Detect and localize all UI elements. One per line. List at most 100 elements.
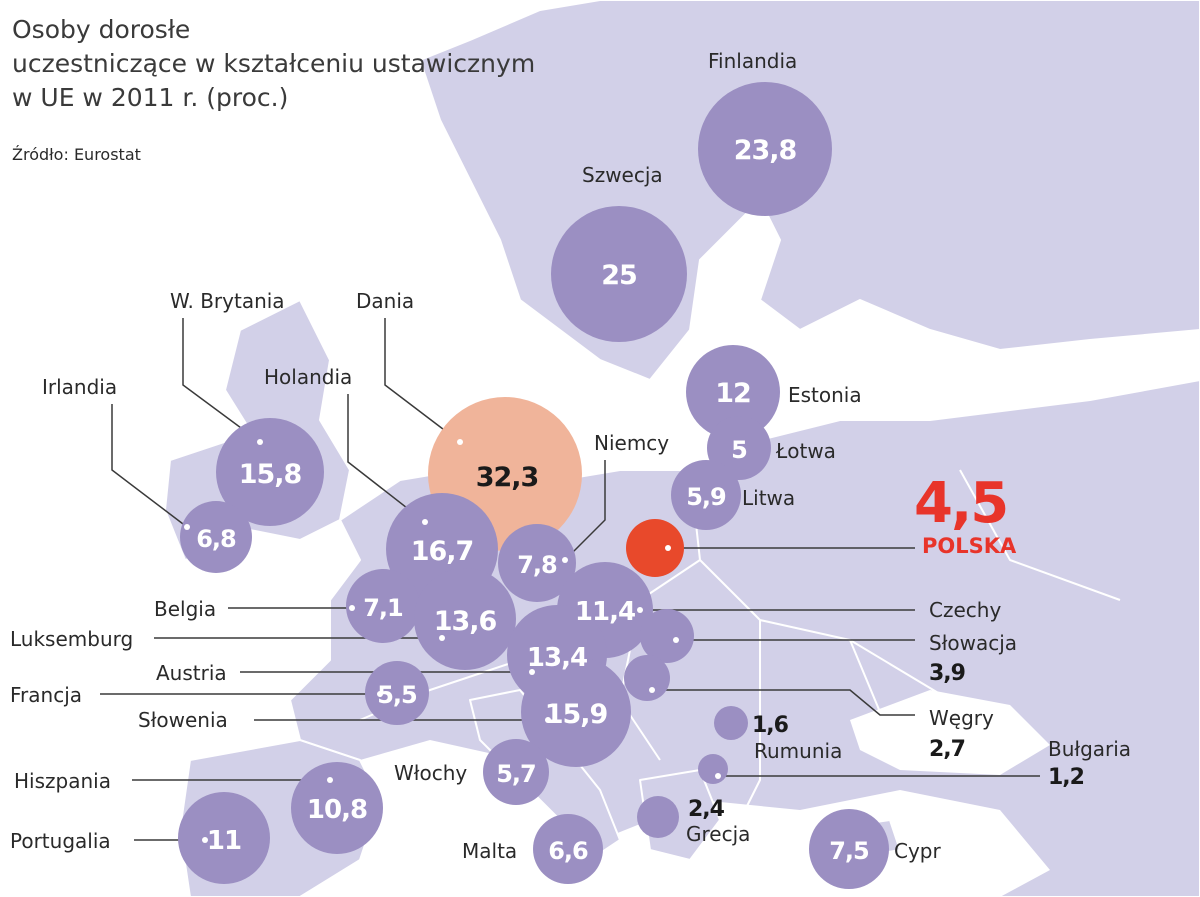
dot-polska xyxy=(665,545,671,551)
value-w-brytania: 15,8 xyxy=(239,459,302,490)
value-dania: 32,3 xyxy=(476,462,539,493)
value-cypr: 7,5 xyxy=(829,837,869,865)
label-estonia: Estonia xyxy=(788,383,862,407)
bubble-slowenia xyxy=(521,657,631,767)
dot-holandia xyxy=(422,519,428,525)
value-niemcy: 7,8 xyxy=(517,551,557,579)
dot-francja xyxy=(377,691,383,697)
leader-line-dania xyxy=(384,318,461,443)
label-austria: Austria xyxy=(156,661,227,685)
poland-label: POLSKA xyxy=(922,534,1017,558)
bubble-finlandia xyxy=(698,82,832,216)
value-estonia: 12 xyxy=(715,378,751,409)
value-slowenia: 15,9 xyxy=(545,699,608,730)
value-luksemburg: 13,6 xyxy=(434,606,497,637)
label-luksemburg: Luksemburg xyxy=(10,627,133,651)
bubble-malta xyxy=(533,814,603,884)
dot-czechy xyxy=(637,607,643,613)
value-wegry: 2,7 xyxy=(929,737,965,762)
leader-dots xyxy=(184,439,721,843)
poland-value: 4,5 xyxy=(914,471,1007,536)
label-irlandia: Irlandia xyxy=(42,375,117,399)
label-holandia: Holandia xyxy=(264,365,352,389)
label-hiszpania: Hiszpania xyxy=(14,769,111,793)
label-lotwa: Łotwa xyxy=(775,439,836,463)
bubble-polska xyxy=(626,519,684,577)
value-portugalia: 11 xyxy=(207,826,241,856)
dot-w-brytania xyxy=(257,439,263,445)
value-grecja: 2,4 xyxy=(688,797,725,822)
label-slowacja: Słowacja xyxy=(929,631,1017,655)
value-irlandia: 6,8 xyxy=(196,525,236,553)
bubble-cypr xyxy=(809,809,889,889)
value-belgia: 7,1 xyxy=(363,594,403,622)
dot-portugalia xyxy=(202,837,208,843)
source-label: Źródło: Eurostat xyxy=(12,145,141,164)
label-szwecja: Szwecja xyxy=(582,163,663,187)
country-labels: Finlandia Szwecja Dania W. Brytania Irla… xyxy=(10,49,1131,863)
dot-bulgaria xyxy=(715,773,721,779)
bubble-luksemburg xyxy=(414,568,516,670)
dot-austria xyxy=(529,669,535,675)
bubble-grecja xyxy=(637,796,679,838)
leader-line-irlandia xyxy=(111,404,188,528)
bubble-niemcy xyxy=(498,524,576,602)
bubble-w-brytania xyxy=(216,418,324,526)
dot-irlandia xyxy=(184,524,190,530)
value-bulgaria: 1,2 xyxy=(1048,765,1084,790)
label-w-brytania: W. Brytania xyxy=(170,289,285,313)
outside-values: 3,9 2,7 1,6 1,2 2,4 xyxy=(688,661,1085,822)
label-rumunia: Rumunia xyxy=(754,739,842,763)
bubbles-layer xyxy=(178,82,889,889)
label-wegry: Węgry xyxy=(929,706,994,730)
black-sea-shape xyxy=(850,690,1050,775)
label-bulgaria: Bułgaria xyxy=(1048,737,1131,761)
bubble-litwa xyxy=(671,460,741,530)
label-czechy: Czechy xyxy=(929,598,1001,622)
label-wlochy: Włochy xyxy=(394,761,467,785)
dot-slowacja xyxy=(673,637,679,643)
leader-line-niemcy xyxy=(564,460,606,561)
value-szwecja: 25 xyxy=(601,260,637,291)
label-niemcy: Niemcy xyxy=(594,431,669,455)
bubble-rumunia xyxy=(714,706,748,740)
dot-belgia xyxy=(349,605,355,611)
value-finlandia: 23,8 xyxy=(734,135,797,166)
land-layer xyxy=(164,0,1200,897)
label-francja: Francja xyxy=(10,683,82,707)
value-rumunia: 1,6 xyxy=(752,713,789,738)
leader-line-w-brytania xyxy=(182,318,261,443)
value-slowacja: 3,9 xyxy=(929,661,965,686)
dot-hiszpania xyxy=(327,777,333,783)
label-malta: Malta xyxy=(462,839,517,863)
label-portugalia: Portugalia xyxy=(10,829,111,853)
leader-lines xyxy=(100,318,1040,841)
bubble-irlandia xyxy=(180,501,252,573)
title-line-1: Osoby dorosłe xyxy=(12,15,190,44)
label-cypr: Cypr xyxy=(894,839,941,863)
bubble-lotwa xyxy=(707,416,771,480)
value-hiszpania: 10,8 xyxy=(307,795,367,825)
dot-niemcy xyxy=(562,557,568,563)
label-slowenia: Słowenia xyxy=(138,708,228,732)
dot-luksemburg xyxy=(439,635,445,641)
bubble-slowacja xyxy=(640,609,694,663)
label-grecja: Grecja xyxy=(686,822,750,846)
bubble-bulgaria xyxy=(698,754,728,784)
value-austria: 13,4 xyxy=(527,643,587,673)
value-litwa: 5,9 xyxy=(686,483,726,511)
value-malta: 6,6 xyxy=(548,837,588,865)
dot-dania xyxy=(457,439,463,445)
leader-line-holandia xyxy=(347,394,426,523)
value-lotwa: 5 xyxy=(731,436,747,464)
label-finlandia: Finlandia xyxy=(708,49,797,73)
label-litwa: Litwa xyxy=(742,486,795,510)
dot-slowenia xyxy=(545,717,551,723)
bubble-szwecja xyxy=(551,206,687,342)
bubble-wlochy xyxy=(483,739,549,805)
label-dania: Dania xyxy=(356,289,414,313)
bubble-belgia xyxy=(346,569,420,643)
bubble-francja xyxy=(365,661,429,725)
